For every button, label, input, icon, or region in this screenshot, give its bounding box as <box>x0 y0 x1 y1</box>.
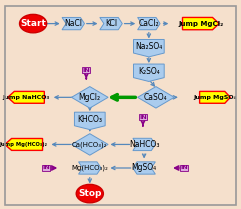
Polygon shape <box>133 162 155 174</box>
Polygon shape <box>79 162 101 174</box>
Text: K₂SO₄: K₂SO₄ <box>138 67 160 76</box>
Text: Na₂SO₄: Na₂SO₄ <box>135 42 162 51</box>
Text: Start: Start <box>20 19 46 28</box>
Polygon shape <box>182 17 219 30</box>
Text: Jump MgSO₄: Jump MgSO₄ <box>193 95 237 100</box>
Polygon shape <box>72 134 108 155</box>
Text: KHCO₃: KHCO₃ <box>77 115 102 124</box>
Text: Stop: Stop <box>78 189 101 198</box>
Polygon shape <box>62 17 85 30</box>
Polygon shape <box>74 112 105 130</box>
Text: Jump Mg(HCO₃)₂: Jump Mg(HCO₃)₂ <box>0 142 48 147</box>
Polygon shape <box>134 40 164 57</box>
Polygon shape <box>72 87 108 108</box>
Polygon shape <box>5 139 43 150</box>
Text: IN: IN <box>42 166 50 171</box>
Polygon shape <box>133 138 155 150</box>
Text: IN: IN <box>139 115 147 120</box>
Text: NaCl: NaCl <box>64 19 82 28</box>
Ellipse shape <box>76 184 103 203</box>
Text: CaCl₂: CaCl₂ <box>139 19 159 28</box>
Polygon shape <box>8 91 44 103</box>
Polygon shape <box>200 91 230 103</box>
Polygon shape <box>134 64 164 82</box>
Text: CaSO₄: CaSO₄ <box>144 93 168 102</box>
Text: NaHCO₃: NaHCO₃ <box>129 140 159 149</box>
Text: MgSO₄: MgSO₄ <box>132 163 157 172</box>
Ellipse shape <box>20 14 47 33</box>
Text: KCl: KCl <box>105 19 117 28</box>
Text: Ca(HCO₃)₂: Ca(HCO₃)₂ <box>72 141 107 148</box>
Text: Jump MgCl₂: Jump MgCl₂ <box>178 21 223 27</box>
Text: Jump NaHCO₃: Jump NaHCO₃ <box>2 95 50 100</box>
Polygon shape <box>138 87 174 108</box>
Text: Mg(HCO₃)₂: Mg(HCO₃)₂ <box>71 165 108 171</box>
Polygon shape <box>100 17 122 30</box>
Text: IN: IN <box>181 166 188 171</box>
Text: MgCl₂: MgCl₂ <box>79 93 101 102</box>
Text: IN: IN <box>82 68 90 73</box>
Polygon shape <box>138 17 160 30</box>
